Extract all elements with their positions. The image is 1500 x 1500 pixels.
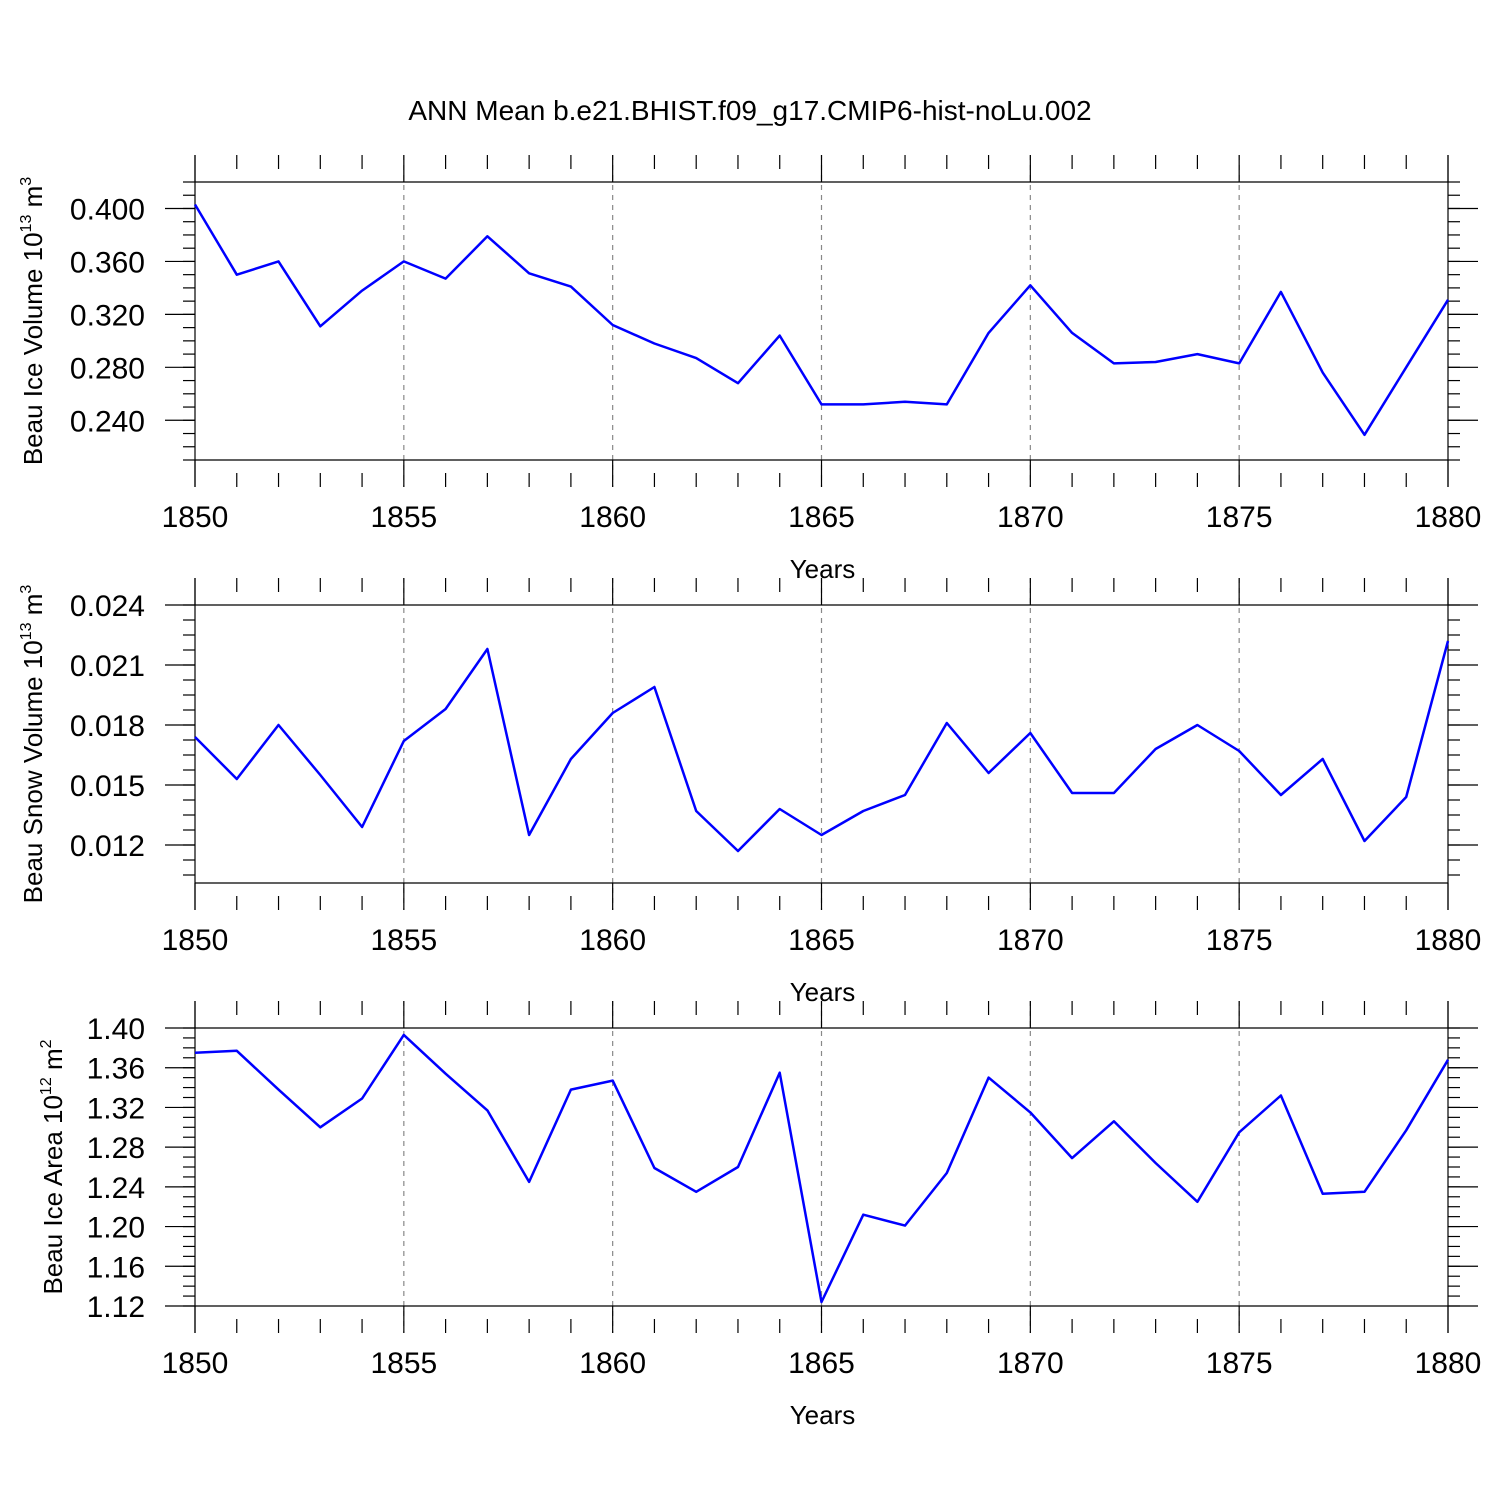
y-tick-label: 0.024 (70, 590, 145, 623)
panel-1: 1850 1855 1860 1865 1870 1875 1880 0.240 0.280 0.… (18, 155, 1481, 584)
panel-2: 1850 1855 1860 1865 1870 1875 1880 0.012 0.015 0.… (18, 578, 1481, 1007)
x-tick-label: 1855 (370, 924, 437, 957)
y-axis-label: Beau Ice Area 1012 m2 (38, 1039, 68, 1294)
x-axis-label: Years (790, 554, 856, 584)
x-axis-label: Years (790, 977, 856, 1007)
x-tick-label: 1855 (370, 501, 437, 534)
series-line (193, 203, 1450, 437)
x-tick-label: 1880 (1415, 501, 1482, 534)
y-tick-label: 1.12 (87, 1291, 145, 1324)
x-tick-label: 1870 (997, 501, 1064, 534)
x-tick-label: 1850 (162, 1347, 229, 1380)
x-tick-label: 1880 (1415, 1347, 1482, 1380)
y-tick-label: 1.20 (87, 1212, 145, 1245)
series-line (194, 640, 1450, 853)
y-tick-label: 1.32 (87, 1092, 145, 1125)
y-axis-label: Beau Ice Volume 1013 m3 (18, 177, 48, 465)
y-tick-label: 0.015 (70, 770, 145, 803)
x-tick-label: 1850 (162, 924, 229, 957)
series-line (194, 1033, 1450, 1304)
y-tick-label: 0.360 (70, 246, 145, 279)
x-tick-label: 1875 (1206, 924, 1273, 957)
x-tick-label: 1865 (788, 924, 855, 957)
x-tick-label: 1880 (1415, 924, 1482, 957)
y-tick-label: 0.240 (70, 405, 145, 438)
x-tick-label: 1870 (997, 1347, 1064, 1380)
x-tick-label: 1850 (162, 501, 229, 534)
panels: 1850 1855 1860 1865 1870 1875 1880 0.240 0.280 0.… (18, 155, 1481, 1430)
y-tick-label: 1.40 (87, 1013, 145, 1046)
y-tick-label: 0.320 (70, 299, 145, 332)
x-tick-label: 1860 (579, 501, 646, 534)
x-tick-label: 1870 (997, 924, 1064, 957)
y-tick-label: 1.24 (87, 1172, 145, 1205)
y-tick-label: 0.400 (70, 193, 145, 226)
chart-title: ANN Mean b.e21.BHIST.f09_g17.CMIP6-hist-… (408, 95, 1091, 126)
panel-3: 1850 1855 1860 1865 1870 1875 1880 1.12 1.16 1.20… (38, 1001, 1481, 1430)
x-tick-label: 1860 (579, 1347, 646, 1380)
x-tick-label: 1875 (1206, 1347, 1273, 1380)
y-tick-label: 1.16 (87, 1251, 145, 1284)
y-axis-label: Beau Snow Volume 1013 m3 (18, 585, 48, 904)
x-tick-label: 1865 (788, 1347, 855, 1380)
x-tick-label: 1855 (370, 1347, 437, 1380)
y-tick-label: 0.018 (70, 710, 145, 743)
x-axis-label: Years (790, 1400, 856, 1430)
y-tick-label: 1.36 (87, 1053, 145, 1086)
x-tick-label: 1865 (788, 501, 855, 534)
y-tick-label: 1.28 (87, 1132, 145, 1165)
y-tick-label: 0.021 (70, 650, 145, 683)
y-tick-label: 0.280 (70, 352, 145, 385)
y-tick-label: 0.012 (70, 830, 145, 863)
x-tick-label: 1875 (1206, 501, 1273, 534)
x-tick-label: 1860 (579, 924, 646, 957)
